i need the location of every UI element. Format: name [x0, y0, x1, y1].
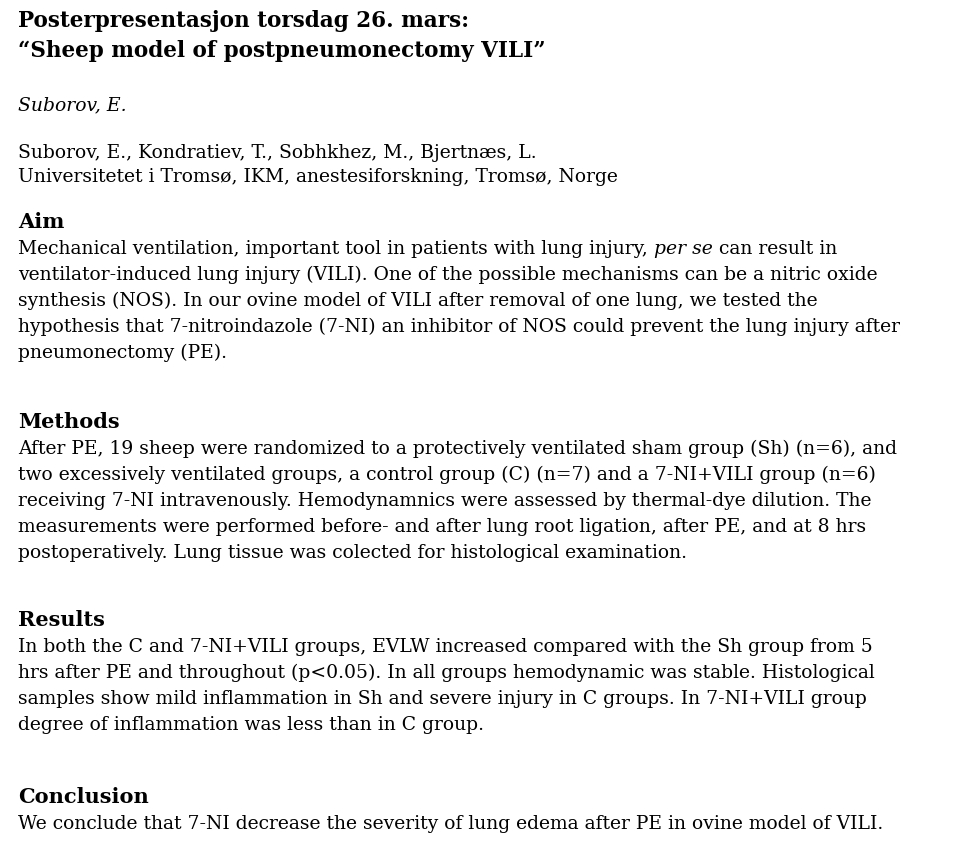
Text: We conclude that 7-NI decrease the severity of lung edema after PE in ovine mode: We conclude that 7-NI decrease the sever…	[18, 814, 883, 832]
Text: Suborov, E., Kondratiev, T., Sobhkhez, M., Bjertnæs, L.: Suborov, E., Kondratiev, T., Sobhkhez, M…	[18, 144, 537, 162]
Text: Methods: Methods	[18, 412, 120, 431]
Text: Conclusion: Conclusion	[18, 786, 149, 806]
Text: can result in: can result in	[712, 239, 837, 257]
Text: two excessively ventilated groups, a control group (C) (n=7) and a 7-NI+VILI gro: two excessively ventilated groups, a con…	[18, 465, 876, 483]
Text: samples show mild inflammation in Sh and severe injury in C groups. In 7-NI+VILI: samples show mild inflammation in Sh and…	[18, 689, 867, 707]
Text: In both the C and 7-NI+VILI groups, EVLW increased compared with the Sh group fr: In both the C and 7-NI+VILI groups, EVLW…	[18, 637, 873, 655]
Text: postoperatively. Lung tissue was colected for histological examination.: postoperatively. Lung tissue was colecte…	[18, 543, 687, 561]
Text: “Sheep model of postpneumonectomy VILI”: “Sheep model of postpneumonectomy VILI”	[18, 40, 545, 62]
Text: After PE, 19 sheep were randomized to a protectively ventilated sham group (Sh) : After PE, 19 sheep were randomized to a …	[18, 439, 897, 457]
Text: hrs after PE and throughout (p<0.05). In all groups hemodynamic was stable. Hist: hrs after PE and throughout (p<0.05). In…	[18, 663, 875, 681]
Text: Posterpresentasjon torsdag 26. mars:: Posterpresentasjon torsdag 26. mars:	[18, 10, 469, 32]
Text: Mechanical ventilation, important tool in patients with lung injury,: Mechanical ventilation, important tool i…	[18, 239, 654, 257]
Text: measurements were performed before- and after lung root ligation, after PE, and : measurements were performed before- and …	[18, 517, 866, 536]
Text: Aim: Aim	[18, 212, 64, 232]
Text: Universitetet i Tromsø, IKM, anestesiforskning, Tromsø, Norge: Universitetet i Tromsø, IKM, anestesifor…	[18, 168, 618, 186]
Text: degree of inflammation was less than in C group.: degree of inflammation was less than in …	[18, 715, 484, 734]
Text: receiving 7-NI intravenously. Hemodynamnics were assessed by thermal-dye dilutio: receiving 7-NI intravenously. Hemodynamn…	[18, 492, 872, 510]
Text: per se: per se	[654, 239, 712, 257]
Text: ventilator-induced lung injury (VILI). One of the possible mechanisms can be a n: ventilator-induced lung injury (VILI). O…	[18, 265, 877, 283]
Text: pneumonectomy (PE).: pneumonectomy (PE).	[18, 344, 227, 362]
Text: synthesis (NOS). In our ovine model of VILI after removal of one lung, we tested: synthesis (NOS). In our ovine model of V…	[18, 291, 818, 310]
Text: hypothesis that 7-nitroindazole (7-NI) an inhibitor of NOS could prevent the lun: hypothesis that 7-nitroindazole (7-NI) a…	[18, 318, 900, 336]
Text: Results: Results	[18, 610, 105, 629]
Text: Suborov, E.: Suborov, E.	[18, 96, 127, 114]
